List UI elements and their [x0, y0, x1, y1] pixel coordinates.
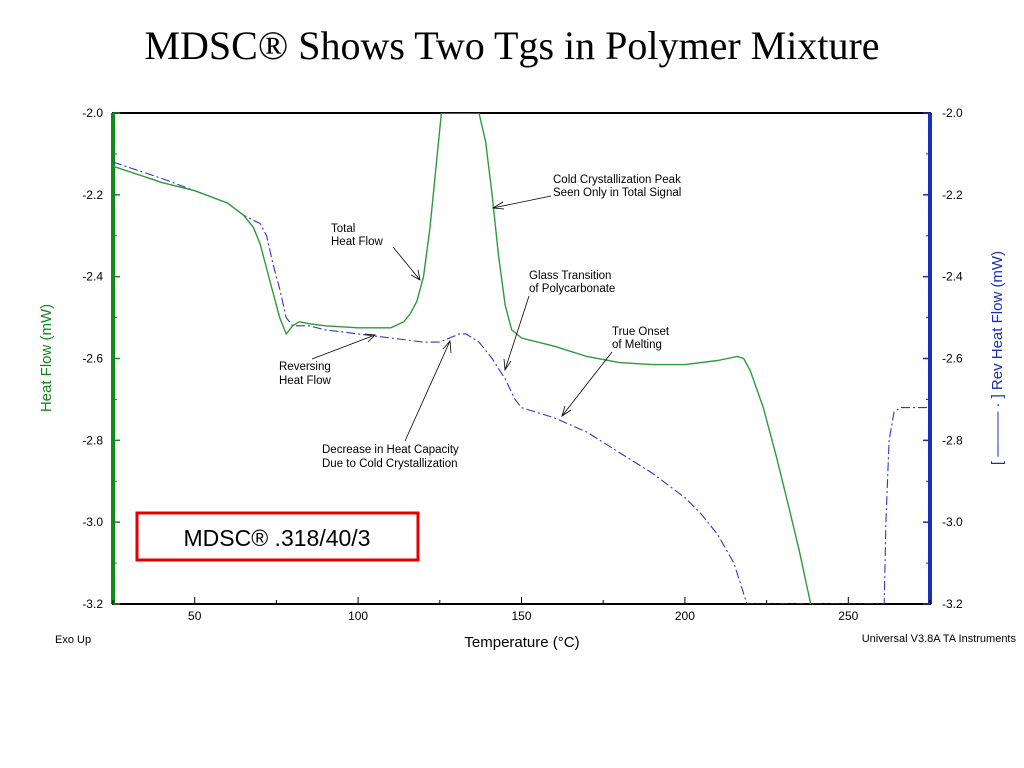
x-tick-label: 150 — [511, 609, 531, 623]
y-tick-label: -2.0 — [82, 106, 103, 120]
y2-tick-label: -2.0 — [942, 106, 963, 120]
annotation-line: Total — [331, 223, 355, 235]
method-box-text: MDSC® .318/40/3 — [184, 525, 371, 551]
y2-tick-label: -2.2 — [942, 188, 963, 202]
annotation-line: Reversing — [279, 361, 331, 373]
y-tick-label: -2.6 — [82, 352, 103, 366]
y2-tick-label: -2.4 — [942, 270, 963, 284]
axis-ticks — [112, 112, 931, 605]
annotation-line: of Melting — [612, 339, 662, 351]
x-tick-label: 250 — [838, 609, 858, 623]
annotation-line: Cold Crystallization Peak — [553, 174, 681, 186]
y2-tick-label: -2.8 — [942, 433, 963, 447]
y2-tick-label: -3.2 — [942, 597, 963, 611]
annotation-reversing-heat-flow: Reversing Heat Flow — [279, 333, 376, 387]
y-axis-label: Heat Flow (mW) — [38, 304, 55, 412]
annotation-cold-crystallization: Cold Crystallization Peak Seen Only in To… — [491, 174, 681, 210]
y2-tick-label: -3.0 — [942, 515, 963, 529]
annotation-line: Seen Only in Total Signal — [553, 187, 681, 199]
axis-tick-labels: 50 100 150 200 250 -2.0 -2.0 -2.2 -2.2 -2.4 -2.4 -2… — [82, 106, 963, 623]
y-tick-label: -2.8 — [82, 433, 103, 447]
annotation-line: True Onset — [612, 326, 670, 338]
annotation-total-heat-flow: Total Heat Flow — [331, 223, 421, 281]
annotation-line: Heat Flow — [331, 236, 383, 248]
total-heat-flow-line — [113, 113, 812, 604]
slide-title: MDSC® Shows Two Tgs in Polymer Mixture — [144, 23, 880, 68]
annotation-line: of Polycarbonate — [529, 283, 615, 295]
x-axis-label: Temperature (°C) — [464, 634, 579, 651]
annotation-true-onset: True Onset of Melting — [561, 326, 670, 417]
instrument-label: Universal V3.8A TA Instruments — [862, 633, 1017, 645]
y-tick-label: -3.2 — [82, 597, 103, 611]
x-tick-label: 100 — [348, 609, 368, 623]
y-tick-label: -3.0 — [82, 515, 103, 529]
y2-tick-label: -2.6 — [942, 352, 963, 366]
annotation-line: Due to Cold Crystallization — [322, 458, 458, 470]
y2-axis-label: [ ——— · ] Rev Heat Flow (mW) — [989, 251, 1006, 465]
annotation-line: Heat Flow — [279, 375, 331, 387]
method-box — [135, 511, 420, 562]
x-tick-label: 50 — [188, 609, 202, 623]
annotation-glass-transition: Glass Transition of Polycarbonate — [503, 270, 615, 372]
x-tick-label: 200 — [675, 609, 695, 623]
annotation-line: Decrease in Heat Capacity — [322, 444, 459, 456]
exo-up-label: Exo Up — [55, 634, 91, 646]
y-tick-label: -2.2 — [82, 188, 103, 202]
y-tick-label: -2.4 — [82, 270, 103, 284]
annotation-line: Glass Transition — [529, 270, 611, 282]
annotation-heat-capacity: Decrease in Heat Capacity Due to Cold Cry… — [322, 340, 459, 470]
